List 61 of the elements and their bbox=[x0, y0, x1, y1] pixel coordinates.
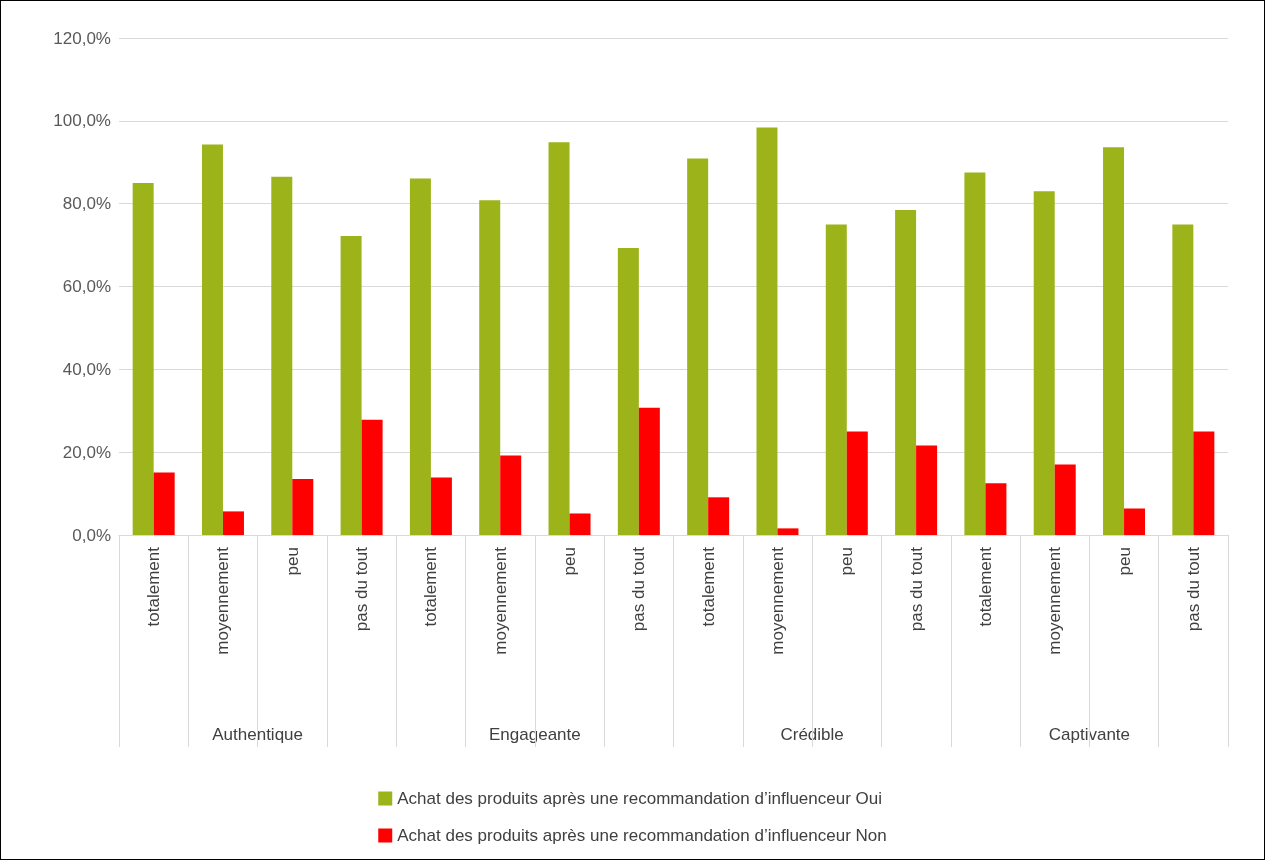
bar bbox=[1103, 147, 1125, 535]
bar bbox=[1172, 224, 1194, 535]
y-tick-label: 60,0% bbox=[62, 277, 111, 296]
bar bbox=[409, 178, 431, 535]
bar bbox=[292, 479, 314, 535]
x-tick-label: moyennement bbox=[213, 546, 233, 655]
x-tick-label: totalement bbox=[698, 546, 718, 627]
y-tick-label: 80,0% bbox=[62, 194, 111, 214]
text: Crédible bbox=[780, 724, 844, 744]
legend-label: Achat des produits après une recommandation d’influenceur Non bbox=[397, 826, 887, 845]
bar bbox=[687, 158, 709, 535]
bar bbox=[846, 431, 868, 535]
x-tick-label: totalement bbox=[421, 546, 441, 627]
bar bbox=[1193, 431, 1215, 535]
legend-label: Achat des produits après une recommandation d’influenceur Oui bbox=[397, 789, 883, 808]
bar bbox=[1033, 191, 1055, 535]
bar bbox=[201, 144, 223, 535]
x-tick-label: pas du tout bbox=[906, 546, 926, 632]
x-tick-label: totalement bbox=[975, 546, 995, 627]
x-tick-label: peu bbox=[282, 547, 302, 576]
bar bbox=[756, 127, 778, 535]
y-tick-label: 0,0% bbox=[72, 525, 111, 545]
bar bbox=[638, 407, 660, 535]
x-tick-label: peu bbox=[1114, 547, 1134, 576]
bar bbox=[964, 172, 986, 535]
text: Engageante bbox=[489, 724, 581, 744]
bar bbox=[895, 209, 917, 535]
bar bbox=[708, 497, 730, 535]
x-tick-label: pas du tout bbox=[352, 546, 372, 632]
x-tick-label: totalement bbox=[144, 546, 164, 627]
bar bbox=[548, 142, 570, 535]
text: Captivante bbox=[1048, 724, 1131, 744]
y-tick-label: 120,0% bbox=[53, 28, 111, 48]
x-tick-label: peu bbox=[837, 547, 857, 576]
x-tick-label: pas du tout bbox=[629, 546, 649, 632]
x-tick-label: moyennement bbox=[490, 546, 510, 655]
y-tick-label: 20,0% bbox=[62, 442, 111, 462]
x-tick-label: moyennement bbox=[767, 546, 787, 655]
x-tick-label: moyennement bbox=[1045, 546, 1065, 655]
bar bbox=[777, 528, 799, 535]
bar bbox=[500, 455, 522, 535]
x-tick-label: peu bbox=[560, 547, 580, 576]
bar bbox=[479, 200, 501, 535]
bar bbox=[1054, 464, 1076, 535]
bar bbox=[825, 224, 847, 535]
y-tick-label: 100,0% bbox=[53, 111, 111, 131]
bar bbox=[985, 483, 1007, 535]
bar bbox=[271, 176, 293, 535]
bar bbox=[569, 513, 591, 535]
bar bbox=[222, 511, 244, 535]
bar bbox=[617, 247, 639, 535]
bar bbox=[430, 477, 452, 535]
x-tick-label: pas du tout bbox=[1183, 546, 1203, 632]
bar bbox=[153, 472, 175, 535]
bar bbox=[132, 182, 154, 535]
text: Authentique bbox=[212, 724, 303, 744]
bar bbox=[340, 235, 362, 535]
bar bbox=[361, 419, 383, 535]
bar bbox=[1124, 508, 1146, 535]
y-tick-label: 40,0% bbox=[62, 359, 111, 379]
bar bbox=[916, 445, 938, 535]
